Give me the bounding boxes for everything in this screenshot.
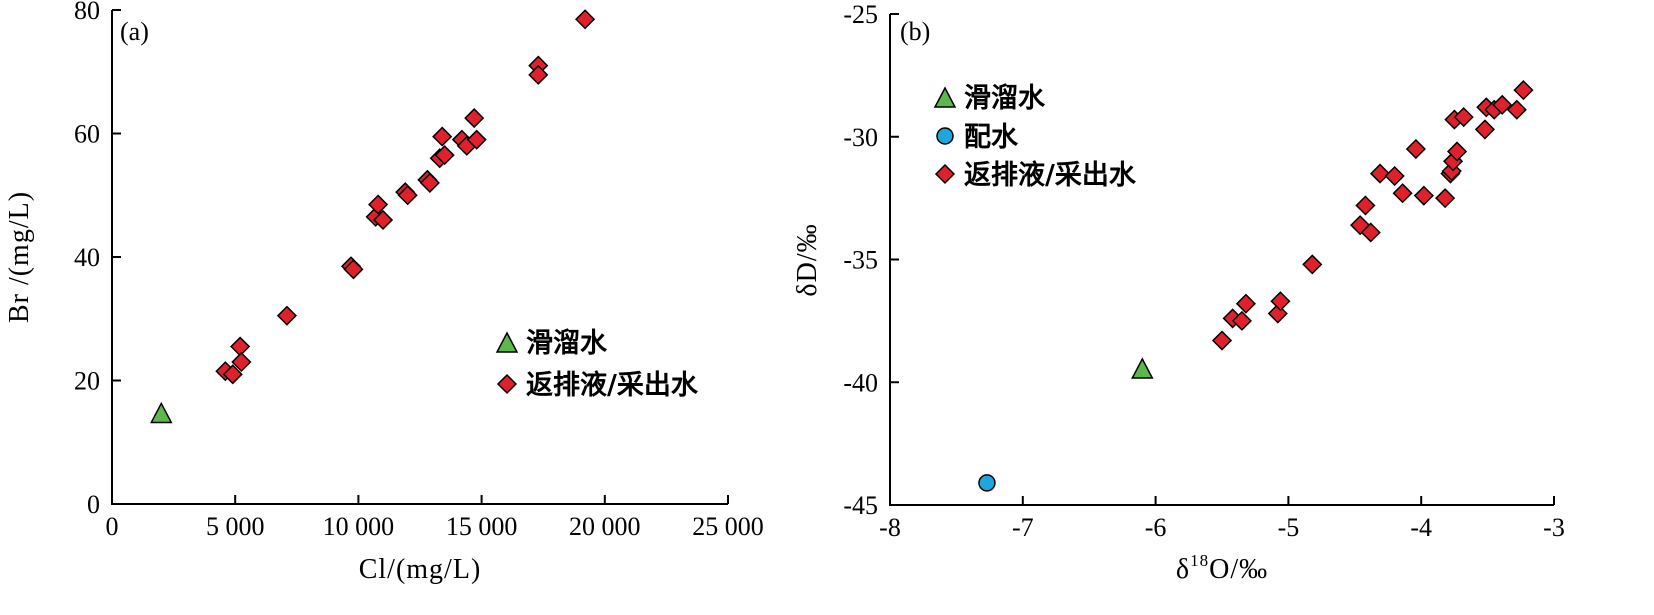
- flowback-produced-water-point: [343, 259, 364, 280]
- flowback-produced-water-point: [1211, 330, 1233, 351]
- flowback-produced-water-point: [464, 108, 485, 129]
- legend-triangle-icon: [933, 86, 957, 108]
- flowback-produced-water-point: [1474, 119, 1496, 140]
- x-tick-label: -7: [1012, 513, 1034, 542]
- y-tick-label: -35: [843, 246, 878, 275]
- x-tick-label: 25 000: [692, 512, 764, 541]
- y-tick-label: -40: [843, 368, 878, 397]
- flowback-produced-water-point: [1446, 141, 1468, 162]
- x-tick-label: 5 000: [206, 512, 265, 541]
- flowback-produced-water-point: [1302, 254, 1323, 275]
- x-axis-title-superscript: 18: [1190, 551, 1209, 570]
- x-tick-label: -3: [1543, 513, 1565, 542]
- flowback-produced-water-point: [222, 364, 243, 385]
- x-tick-label: 10 000: [323, 512, 395, 541]
- x-tick-label: -6: [1145, 513, 1167, 542]
- flowback-produced-water-point: [1355, 195, 1376, 216]
- flowback-produced-water-point: [528, 64, 549, 85]
- panel-a-data-points: [150, 9, 596, 424]
- legend-label: 滑溜水: [964, 82, 1046, 114]
- x-axis-title-suffix: O/‰: [1209, 554, 1268, 585]
- x-tick-label: 0: [106, 512, 119, 541]
- flowback-produced-water-point: [1235, 293, 1256, 314]
- legend-item-slickwater: 滑溜水: [495, 327, 608, 359]
- legend-item-flowback-produced-water: 返排液/采出水: [934, 160, 1137, 191]
- y-tick-label: 40: [74, 243, 100, 272]
- legend-circle-icon: [936, 127, 954, 145]
- x-tick-label: 15 000: [446, 512, 518, 541]
- flowback-produced-water-point: [1369, 163, 1391, 184]
- slickwater-point: [1131, 357, 1154, 379]
- panel-a-x-axis-title: Cl/(mg/L): [359, 554, 482, 585]
- flowback-produced-water-point: [276, 305, 298, 326]
- flowback-produced-water-point: [231, 351, 252, 373]
- mixing-water-point: [978, 474, 996, 492]
- flowback-produced-water-point: [372, 209, 394, 231]
- flowback-produced-water-point: [1360, 222, 1381, 243]
- panel-b-y-axis-title: δD/‰: [792, 223, 823, 296]
- x-axis-title-prefix: δ: [1176, 554, 1190, 585]
- panel-b-legend: 滑溜水 配水 返排液/采出水: [933, 82, 1137, 191]
- flowback-produced-water-point: [432, 126, 453, 147]
- legend-item-mixing-water: 配水: [936, 122, 1019, 153]
- panel-a-x-ticks: 0 5 000 10 000 15 000 20 000 25 000: [106, 495, 764, 541]
- flowback-produced-water-point: [466, 129, 487, 150]
- flowback-produced-water-point: [1270, 291, 1291, 312]
- flowback-produced-water-point: [575, 9, 596, 30]
- flowback-produced-water-point: [1492, 94, 1513, 115]
- y-tick-label: -30: [843, 123, 878, 152]
- legend-label: 配水: [964, 122, 1019, 153]
- panel-b-y-ticks: -45 -40 -35 -30 -25: [843, 0, 899, 520]
- legend-diamond-icon: [496, 373, 518, 395]
- legend-label: 返排液/采出水: [964, 160, 1137, 191]
- y-tick-label: 80: [74, 0, 100, 25]
- legend-diamond-icon: [934, 163, 956, 185]
- flowback-produced-water-point: [368, 194, 389, 215]
- panel-b-x-axis-title: δ18O/‰: [1176, 551, 1268, 585]
- x-tick-label: 20 000: [569, 512, 641, 541]
- x-tick-label: -4: [1410, 513, 1432, 542]
- y-tick-label: 0: [87, 490, 100, 519]
- flowback-produced-water-point: [1453, 107, 1474, 128]
- flowback-produced-water-point: [1405, 138, 1426, 160]
- panel-a-y-axis-title: Br /(mg/L): [4, 191, 35, 323]
- slickwater-point: [150, 401, 173, 424]
- y-tick-label: -25: [843, 0, 878, 29]
- flowback-produced-water-point: [419, 172, 440, 193]
- legend-triangle-icon: [495, 331, 519, 353]
- flowback-produced-water-point: [1392, 183, 1413, 204]
- panel-b-scatter-plot: (b) δ18O/‰ δD/‰ -8 -7 -6 -5 -4 -3 -45 -40 -35 -3…: [792, 0, 1565, 585]
- legend-label: 返排液/采出水: [526, 370, 699, 401]
- panel-a-axes: [111, 10, 728, 505]
- panel-a-label: (a): [120, 17, 149, 46]
- flowback-produced-water-point: [1384, 165, 1405, 187]
- panel-b-x-ticks: -8 -7 -6 -5 -4 -3: [879, 496, 1565, 542]
- flowback-produced-water-point: [230, 336, 251, 357]
- y-tick-label: -45: [843, 491, 878, 520]
- flowback-produced-water-point: [1435, 188, 1456, 209]
- panel-b-label: (b): [900, 17, 930, 46]
- panel-a-scatter-plot: (a) Cl/(mg/L) Br /(mg/L) 0 5 000 10 000 15 …: [4, 0, 764, 585]
- panel-a-y-ticks: 0 20 40 60 80: [74, 0, 121, 519]
- flowback-produced-water-point: [1413, 185, 1434, 206]
- flowback-produced-water-point: [434, 145, 455, 166]
- y-tick-label: 20: [74, 367, 100, 396]
- flowback-produced-water-point: [1506, 99, 1527, 120]
- legend-item-slickwater: 滑溜水: [933, 82, 1046, 114]
- flowback-produced-water-point: [1231, 310, 1252, 331]
- flowback-produced-water-point: [397, 185, 418, 206]
- x-tick-label: -8: [879, 513, 901, 542]
- panel-b-data-points: [978, 80, 1534, 492]
- y-tick-label: 60: [74, 120, 100, 149]
- flowback-produced-water-point: [1513, 80, 1534, 101]
- legend-label: 滑溜水: [526, 327, 608, 359]
- legend-item-flowback-produced-water: 返排液/采出水: [496, 370, 699, 401]
- panel-a-legend: 滑溜水 返排液/采出水: [495, 327, 699, 401]
- x-tick-label: -5: [1278, 513, 1300, 542]
